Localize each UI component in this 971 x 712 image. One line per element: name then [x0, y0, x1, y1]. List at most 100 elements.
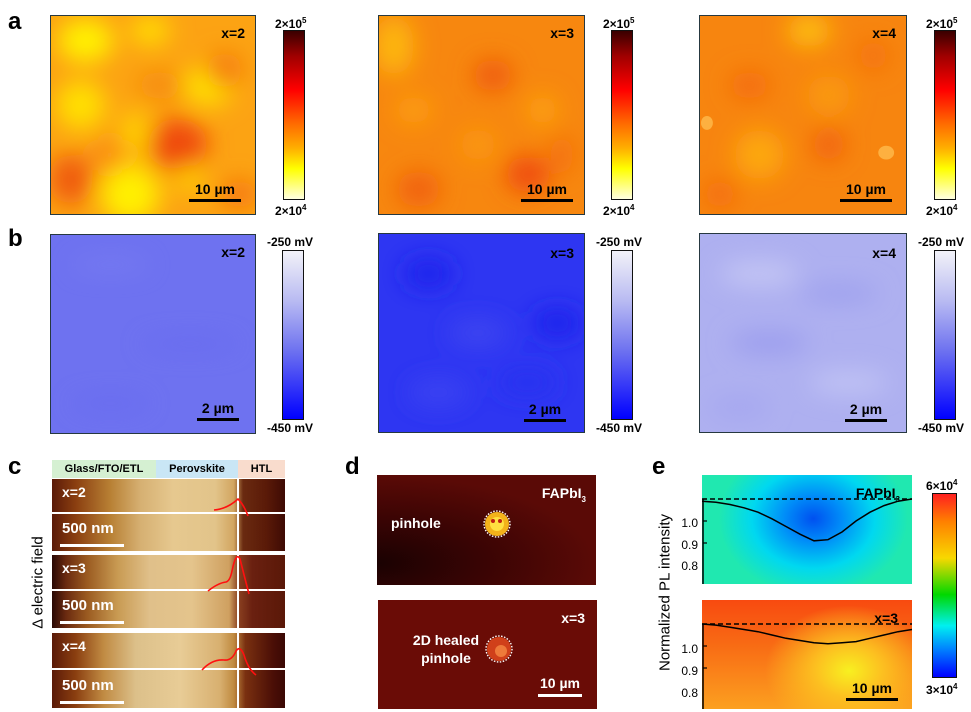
colorbar-min-label: -450 mV	[267, 421, 314, 435]
colorbar-min-label: 2×104	[603, 202, 634, 217]
pl-map-texture	[51, 16, 255, 214]
pl-map-x4: x=4 10 µm	[699, 15, 907, 215]
colorbar-min-exp: 4	[302, 203, 307, 212]
scale-bar-label: 2 µm	[201, 400, 235, 416]
colorbar-hot	[934, 30, 956, 200]
panel-label-b: b	[8, 225, 23, 252]
electric-field-profile	[201, 647, 257, 676]
colorbar-max-label: 2×105	[926, 15, 957, 30]
colorbar-min-exp: 4	[630, 203, 635, 212]
scale-bar	[846, 698, 898, 701]
scale-bar	[60, 621, 124, 624]
colorbar-max-exp: 5	[302, 16, 307, 25]
image-tag-base: x=3	[561, 610, 585, 626]
scale-bar-label: 2 µm	[528, 401, 562, 417]
colorbar-max-base: 6×10	[926, 479, 954, 493]
colorbar-blue	[934, 250, 956, 420]
colorbar-min-exp: 4	[953, 203, 958, 212]
image-tag-base: FAPbI	[855, 485, 896, 501]
panel-label-c: c	[8, 453, 22, 480]
scale-bar	[538, 694, 582, 697]
electric-field-profile	[207, 555, 250, 595]
layer-header-perovskite: Perovskite	[156, 460, 238, 478]
scale-bar-label: 500 nm	[62, 520, 114, 537]
colorbar-min-label: -450 mV	[918, 421, 965, 435]
afm-strip-x4: x=4 500 nm	[52, 633, 285, 708]
layer-header-htl: HTL	[238, 460, 285, 478]
healed-pinhole-annotation-line2: pinhole	[421, 650, 471, 666]
pl-profile-image-x3: x=3 10 µm	[702, 600, 912, 709]
colorbar-min-base: 3×10	[926, 683, 954, 697]
pl-profile-line	[702, 623, 912, 645]
colorbar-max-label: -250 mV	[918, 235, 965, 249]
pl-map-x3: x=3 10 µm	[378, 15, 585, 215]
colorbar-min-label: 3×104	[926, 681, 957, 696]
afm-strip-x3: x=3 500 nm	[52, 555, 285, 628]
colorbar-max-label: 6×104	[926, 477, 957, 492]
horizontal-guide-line	[52, 668, 285, 670]
kpfm-map-x3: x=3 2 µm	[378, 233, 585, 433]
vertical-guide-line	[237, 555, 239, 628]
healed-pinhole-annotation-line1: 2D healed	[412, 632, 480, 648]
pinhole-marker	[483, 510, 511, 538]
pinhole-marker	[485, 635, 513, 663]
pl-map-texture	[379, 16, 575, 208]
colorbar-max-base: 2×10	[926, 17, 954, 31]
pl-profile-image-fapbi3: FAPbI3	[702, 475, 912, 584]
ytick-label: 0.8	[681, 686, 698, 700]
colorbar-max-exp: 4	[953, 478, 958, 487]
pl-profile-line	[702, 498, 912, 542]
image-tag-sub: 3	[581, 494, 586, 504]
scale-bar-label: 10 µm	[846, 181, 886, 197]
pl-line-profile-chart	[702, 623, 912, 709]
colorbar-max-label: 2×105	[275, 15, 306, 30]
colorbar-min-label: 2×104	[275, 202, 306, 217]
colorbar-min-base: 2×10	[926, 204, 954, 218]
vertical-guide-line	[237, 633, 239, 708]
map-tag: x=2	[221, 244, 245, 260]
panel-label-e: e	[652, 453, 666, 480]
kpfm-map-texture	[709, 261, 889, 418]
colorbar-max-exp: 5	[953, 16, 958, 25]
kpfm-map-texture	[70, 256, 240, 412]
confocal-pl-image-x3: x=3 2D healed pinhole 10 µm	[378, 600, 597, 709]
scale-bar	[60, 701, 124, 704]
map-tag: x=2	[221, 25, 245, 41]
image-tag-base: FAPbI	[541, 485, 582, 501]
colorbar-min-label: -450 mV	[596, 421, 643, 435]
colorbar-min-label: 2×104	[926, 202, 957, 217]
ytick-label: 0.9	[681, 664, 698, 678]
colorbar-max-exp: 5	[630, 16, 635, 25]
scale-bar	[521, 199, 573, 202]
scale-bar	[524, 419, 566, 422]
y-axis-label: Δ electric field	[29, 536, 47, 629]
ytick-label: 1.0	[681, 642, 698, 656]
colorbar-max-label: 2×105	[603, 15, 634, 30]
strip-tag: x=2	[62, 484, 86, 500]
colorbar-min-exp: 4	[953, 682, 958, 691]
confocal-pl-image-fapbi3: FAPbI3 pinhole	[377, 475, 596, 585]
scale-bar	[197, 418, 239, 421]
strip-tag: x=3	[62, 560, 86, 576]
kpfm-map-texture	[403, 258, 583, 407]
colorbar-max-label: -250 mV	[596, 235, 643, 249]
scale-bar	[840, 199, 892, 202]
colorbar-jet	[932, 493, 957, 678]
colorbar-hot	[611, 30, 633, 200]
scale-bar-label: 10 µm	[540, 675, 580, 691]
colorbar-max-label: -250 mV	[267, 235, 314, 249]
scale-bar-label: 10 µm	[852, 680, 892, 696]
image-tag: x=3	[874, 610, 898, 626]
scale-bar-label: 500 nm	[62, 597, 114, 614]
kpfm-map-x2: x=2 2 µm	[50, 234, 256, 434]
pinhole-annotation: pinhole	[391, 515, 441, 531]
colorbar-hot	[283, 30, 305, 200]
scale-bar	[60, 544, 124, 547]
map-tag: x=4	[872, 245, 896, 261]
pl-line-profile-chart	[702, 498, 912, 584]
map-tag: x=4	[872, 25, 896, 41]
image-tag: x=3	[561, 610, 585, 626]
colorbar-max-base: 2×10	[275, 17, 303, 31]
vertical-guide-line	[237, 479, 239, 551]
pl-map-texture	[700, 16, 895, 209]
